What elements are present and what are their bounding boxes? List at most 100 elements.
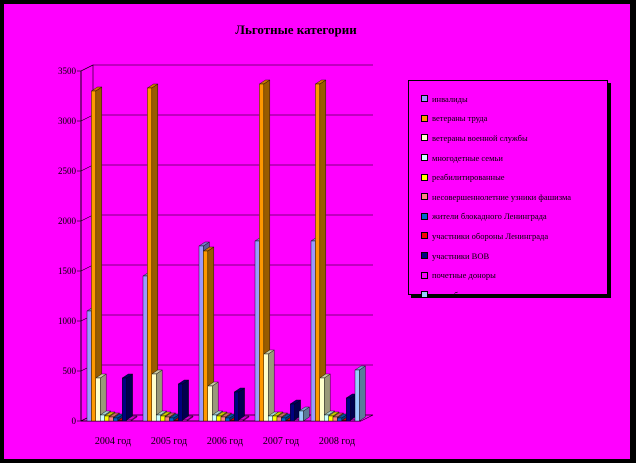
bar — [319, 373, 331, 422]
bar-side — [238, 387, 245, 422]
legend-item: ветераны военной службы — [421, 128, 607, 148]
bar-front — [151, 373, 157, 422]
legend-label: ветераны труда — [432, 113, 488, 124]
bar-front — [113, 417, 119, 422]
legend-swatch — [421, 291, 428, 299]
bar-front — [108, 416, 114, 422]
bar — [90, 86, 103, 422]
bar-front — [281, 417, 286, 422]
bar-front — [285, 420, 291, 422]
bar-front — [254, 240, 260, 422]
bar-front — [182, 419, 188, 422]
legend-label: инвалиды — [432, 93, 468, 104]
bar-front — [310, 240, 316, 422]
y-axis-ticks: 0 500 1000 1500 2000 2500 3000 3500 — [58, 66, 361, 426]
bar — [258, 79, 271, 422]
bar-front — [169, 417, 174, 422]
bar-front — [126, 419, 132, 422]
bar-front — [203, 250, 208, 422]
legend-item: участники ВОВ — [421, 246, 607, 266]
bar-front — [324, 414, 329, 422]
bar-side — [95, 86, 103, 422]
legend-swatch — [421, 95, 428, 103]
bar-front — [354, 369, 360, 422]
bar — [181, 415, 194, 422]
legend-item: инвалиды — [421, 89, 607, 109]
bar-side — [182, 379, 189, 422]
bar-front — [104, 415, 110, 422]
y-tick-label: 1000 — [58, 316, 77, 326]
bar — [146, 83, 159, 422]
bar — [314, 79, 327, 422]
bar-front — [142, 275, 148, 422]
x-tick-label: 2007 год — [263, 436, 299, 447]
gridline — [80, 214, 373, 222]
bar-front — [164, 416, 170, 422]
x-axis-labels: 2004 год 2005 год 2006 год 2007 год 2008 год — [95, 436, 355, 447]
legend-swatch — [421, 173, 428, 181]
bar — [263, 349, 275, 422]
bar-front — [211, 414, 217, 422]
legend-item: жители блокадного Ленинграда — [421, 207, 607, 227]
bar — [233, 387, 246, 422]
legend-swatch — [421, 271, 428, 279]
y-tick-label: 2500 — [58, 166, 77, 176]
bar-front — [350, 419, 356, 422]
bar-front — [315, 83, 320, 422]
legend-label: реабилитированные — [432, 172, 505, 183]
bar-front — [319, 377, 325, 422]
gridline — [80, 264, 373, 272]
gridline — [80, 164, 373, 172]
legend-swatch — [421, 114, 428, 122]
bar-front — [341, 420, 347, 422]
legend-label: несовершеннолетние узники фашизма — [432, 191, 572, 202]
bar-front — [99, 414, 105, 422]
bar-front — [198, 245, 204, 422]
gridlines — [80, 64, 373, 422]
bar-front — [177, 383, 183, 422]
bar-front — [276, 416, 282, 422]
bar-side — [319, 79, 326, 422]
bar-front — [263, 353, 269, 422]
legend-item: реабилитированные — [421, 167, 607, 187]
legend-label: участники ВОВ — [432, 250, 490, 261]
y-tick-label: 3500 — [58, 66, 77, 76]
legend-label: почетные доноры — [432, 270, 496, 281]
legend-item: почетные доноры — [421, 265, 607, 285]
bar — [125, 415, 138, 422]
legend-label: жители блокадного Ленинграда — [432, 211, 547, 222]
bar-front — [86, 310, 92, 422]
bar-front — [268, 415, 273, 422]
gridline — [80, 364, 373, 372]
bar-front — [337, 417, 342, 422]
bar-front — [147, 87, 152, 422]
bar-front — [238, 419, 244, 422]
legend-swatch — [421, 154, 428, 162]
legend-item: многодетные семьи — [421, 148, 607, 168]
bar-front — [233, 391, 239, 422]
bar-front — [225, 417, 230, 422]
legend: инвалиды ветераны труда ветераны военной с… — [408, 80, 608, 300]
bar-front — [346, 397, 351, 422]
bar-front — [91, 90, 97, 422]
legend-label: многодетные семьи — [432, 152, 503, 163]
bar-front — [117, 420, 123, 422]
legend-swatch — [421, 134, 428, 142]
gridline — [80, 314, 373, 322]
y-tick-label: 0 — [72, 416, 77, 426]
plot-walls — [80, 64, 374, 422]
bar-front — [272, 415, 278, 422]
legend-label: малообеспеченные семьи — [432, 289, 525, 300]
y-tick-label: 2000 — [58, 216, 77, 226]
bar-front — [229, 420, 235, 422]
legend-swatch — [421, 252, 428, 260]
chart-title: Льготные категории — [235, 22, 357, 37]
bar-front — [298, 410, 304, 422]
bar-side — [268, 349, 275, 422]
bar-front — [207, 385, 213, 422]
legend-swatch — [421, 212, 428, 220]
bar — [177, 379, 190, 422]
bar-front — [95, 377, 101, 422]
legend-label: ветераны военной службы — [432, 132, 528, 143]
bar-front — [332, 416, 338, 422]
